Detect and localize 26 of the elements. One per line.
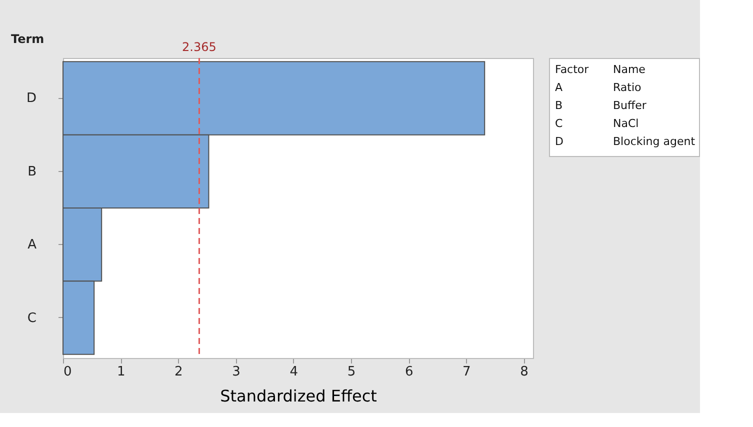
x-tick-label: 1 bbox=[116, 364, 126, 380]
x-tick-label: 6 bbox=[404, 364, 414, 380]
text: Blocking agent bbox=[613, 135, 696, 148]
x-tick-label: 0 bbox=[64, 364, 72, 380]
text: A bbox=[555, 81, 563, 94]
y-tick-label: A bbox=[28, 238, 37, 253]
x-tick-label: 2 bbox=[174, 364, 183, 380]
text: Buffer bbox=[613, 99, 647, 112]
text: B bbox=[555, 99, 563, 112]
text: NaCl bbox=[613, 117, 639, 130]
y-tick-label: C bbox=[27, 310, 36, 326]
x-tick-label: 3 bbox=[232, 364, 240, 380]
text: Ratio bbox=[613, 81, 642, 94]
x-tick-label: 7 bbox=[462, 364, 471, 380]
ref-line-label: 2.365 bbox=[182, 40, 216, 54]
text: Name bbox=[613, 63, 646, 76]
text: Factor bbox=[555, 63, 590, 76]
x-tick-label: 8 bbox=[520, 364, 528, 380]
x-tick-label: 5 bbox=[347, 364, 356, 380]
x-axis-title: Standardized Effect bbox=[220, 386, 377, 406]
y-tick-label: B bbox=[28, 164, 36, 180]
y-axis-title: Term bbox=[11, 32, 44, 46]
text: D bbox=[555, 135, 564, 148]
y-tick-label: D bbox=[26, 91, 36, 106]
x-tick-label: 4 bbox=[290, 364, 298, 380]
text: C bbox=[555, 117, 563, 130]
